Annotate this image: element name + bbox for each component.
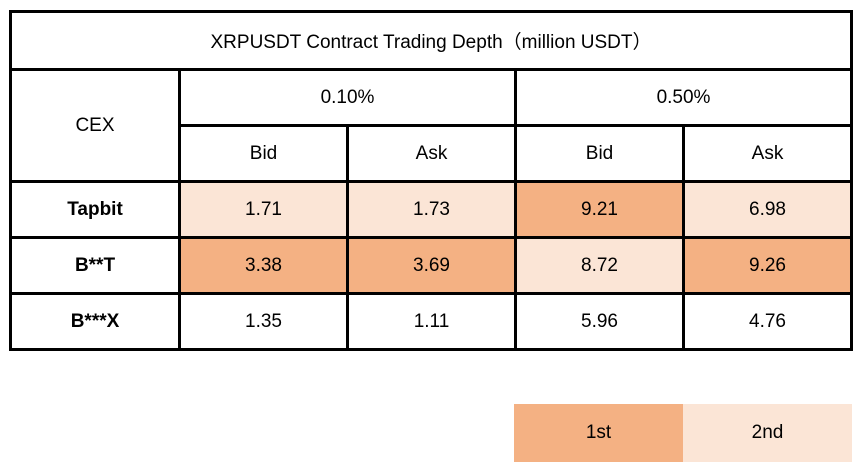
depth-group-header-0-10: 0.10% [178, 68, 517, 127]
rank-legend: 1st 2nd [514, 404, 852, 462]
table-row: B***X 1.35 1.11 5.96 4.76 [9, 292, 854, 351]
cex-name-cell: B**T [9, 236, 181, 295]
table-row: Tapbit 1.71 1.73 9.21 6.98 [9, 180, 854, 239]
depth-value-cell: 3.38 [178, 236, 349, 295]
depth-value-cell: 3.69 [346, 236, 517, 295]
cex-name-cell: B***X [9, 292, 181, 351]
depth-value-cell: 1.11 [346, 292, 517, 351]
side-header-bid: Bid [178, 124, 349, 183]
depth-value-cell: 5.96 [514, 292, 685, 351]
side-header-ask: Ask [681, 124, 854, 183]
depth-value-cell: 4.76 [681, 292, 854, 351]
cex-name-cell: Tapbit [9, 180, 181, 239]
trading-depth-table: XRPUSDT Contract Trading Depth（million U… [8, 10, 854, 351]
table-title: XRPUSDT Contract Trading Depth（million U… [8, 10, 854, 71]
depth-value-cell: 9.26 [681, 236, 854, 295]
depth-value-cell: 1.71 [178, 180, 349, 239]
legend-item-first: 1st [514, 404, 683, 462]
side-row: Bid Ask Bid Ask [11, 124, 854, 183]
depth-value-cell: 9.21 [514, 180, 685, 239]
title-row: XRPUSDT Contract Trading Depth（million U… [8, 10, 854, 71]
depth-value-cell: 1.35 [178, 292, 349, 351]
depth-value-cell: 8.72 [514, 236, 685, 295]
table-row: B**T 3.38 3.69 8.72 9.26 [9, 236, 854, 295]
depth-group-header-0-50: 0.50% [513, 68, 854, 127]
depth-value-cell: 6.98 [681, 180, 854, 239]
depth-value-cell: 1.73 [346, 180, 517, 239]
depth-group-row: CEX 0.10% 0.50% [9, 68, 854, 183]
legend-item-second: 2nd [683, 404, 852, 462]
cex-column-header: CEX [9, 68, 181, 183]
side-header-bid: Bid [514, 124, 685, 183]
side-header-ask: Ask [346, 124, 517, 183]
